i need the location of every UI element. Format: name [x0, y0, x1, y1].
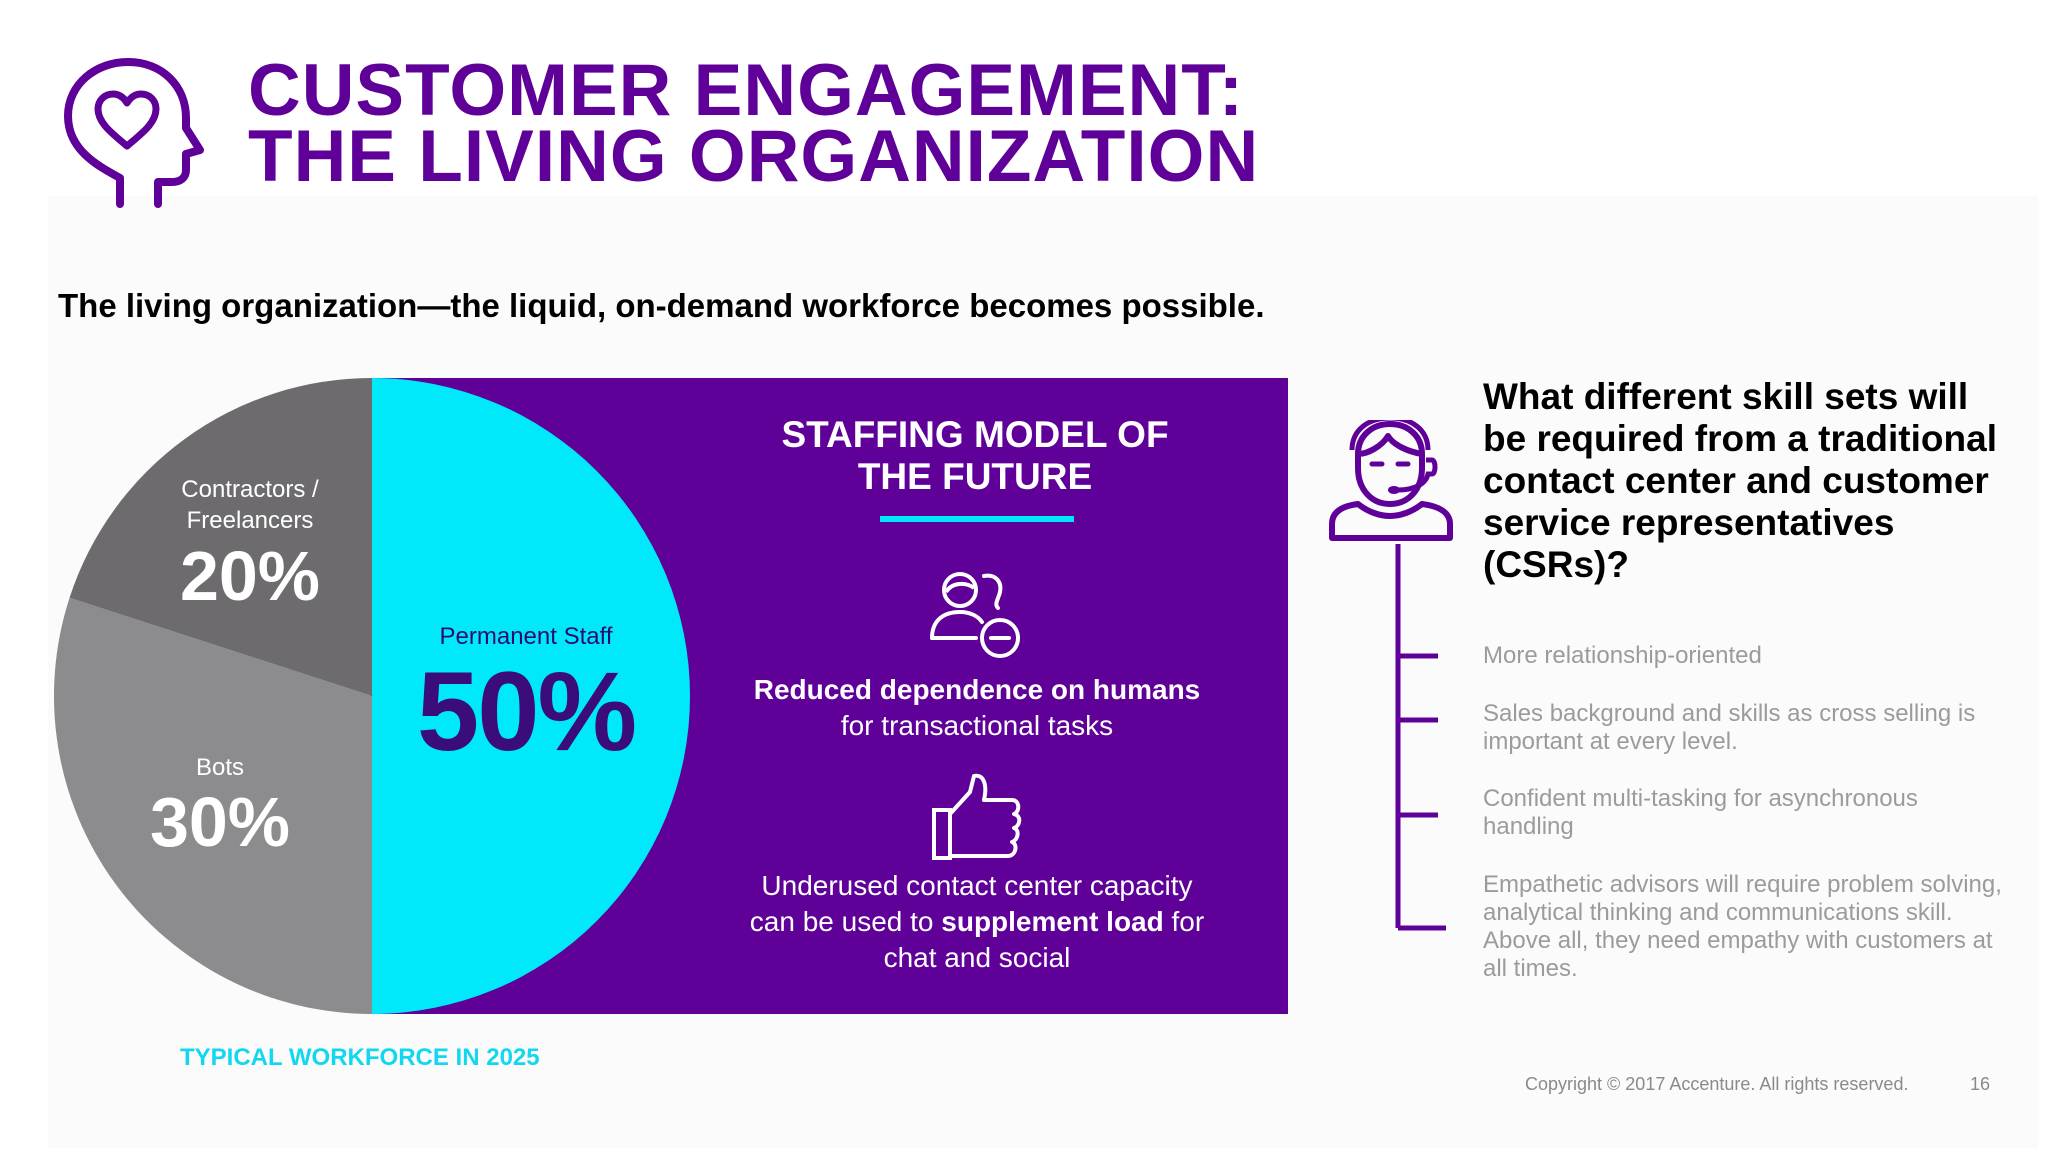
skill-item-2: Sales background and skills as cross sel…	[1483, 700, 1976, 755]
staffing-panel-title-line-1: STAFFING MODEL OF	[781, 414, 1169, 455]
chart-caption: TYPICAL WORKFORCE IN 2025	[180, 1044, 540, 1071]
capacity-line-2-pre: can be used to	[749, 906, 942, 937]
staffing-item-capacity: Underused contact center capacity can be…	[690, 868, 1264, 976]
page-title: CUSTOMER ENGAGEMENT: THE LIVING ORGANIZA…	[248, 50, 1260, 197]
slice-value-permanent: 50%	[416, 649, 637, 774]
footer-copyright: Copyright © 2017 Accenture. All rights r…	[1525, 1074, 1909, 1094]
workforce-chart	[53, 378, 1288, 1014]
skill-item-3: Confident multi-tasking for asynchronous…	[1483, 785, 1918, 840]
headset-agent-icon	[1329, 420, 1453, 541]
skill-item-1: More relationship-oriented	[1483, 642, 1762, 669]
slice-label-contractors-line-1: Contractors /	[181, 476, 319, 503]
slice-label-permanent: Permanent Staff	[439, 623, 613, 650]
staffing-item-capacity-line-2: can be used to supplement load for	[690, 904, 1264, 940]
pie-slices	[53, 378, 690, 1014]
staffing-item-humans: Reduced dependence on humans for transac…	[700, 672, 1254, 744]
staffing-item-capacity-line-3: chat and social	[883, 942, 1071, 973]
pie-slice-permanent-staff	[372, 378, 690, 1014]
capacity-line-2-post: for	[1163, 906, 1205, 937]
slice-label-contractors: Contractors / Freelancers	[140, 474, 360, 536]
slice-value-bots: 30%	[149, 783, 291, 861]
staffing-panel-title-line-2: THE FUTURE	[857, 456, 1093, 497]
slice-value-contractors: 20%	[179, 537, 321, 615]
title-line-2: THE LIVING ORGANIZATION	[248, 116, 1260, 197]
title-line-1: CUSTOMER ENGAGEMENT:	[248, 50, 1245, 131]
slice-label-bots: Bots	[195, 754, 245, 781]
thumbs-up-icon	[932, 773, 1022, 860]
capacity-line-2-bold: supplement load	[941, 906, 1164, 937]
head-heart-icon	[64, 58, 204, 208]
skill-item-4: Empathetic advisors will require problem…	[1483, 871, 2002, 982]
staffing-item-humans-text: for transactional tasks	[840, 710, 1114, 741]
staffing-item-capacity-line-1: Underused contact center capacity	[761, 870, 1193, 901]
slice-label-contractors-line-2: Freelancers	[186, 507, 314, 534]
csr-question: What different skill sets will be requir…	[1483, 376, 1997, 585]
people-minus-icon	[930, 572, 1020, 658]
footer-page-number: 16	[1970, 1074, 1991, 1094]
staffing-panel-title: STAFFING MODEL OF THE FUTURE	[730, 414, 1220, 498]
staffing-panel-divider	[880, 516, 1074, 522]
page-subtitle: The living organization—the liquid, on-d…	[58, 287, 1265, 324]
pie-slice-contractors	[69, 378, 372, 696]
staffing-item-humans-bold: Reduced dependence on humans	[753, 674, 1201, 705]
pie-slice-bots	[53, 597, 372, 1014]
